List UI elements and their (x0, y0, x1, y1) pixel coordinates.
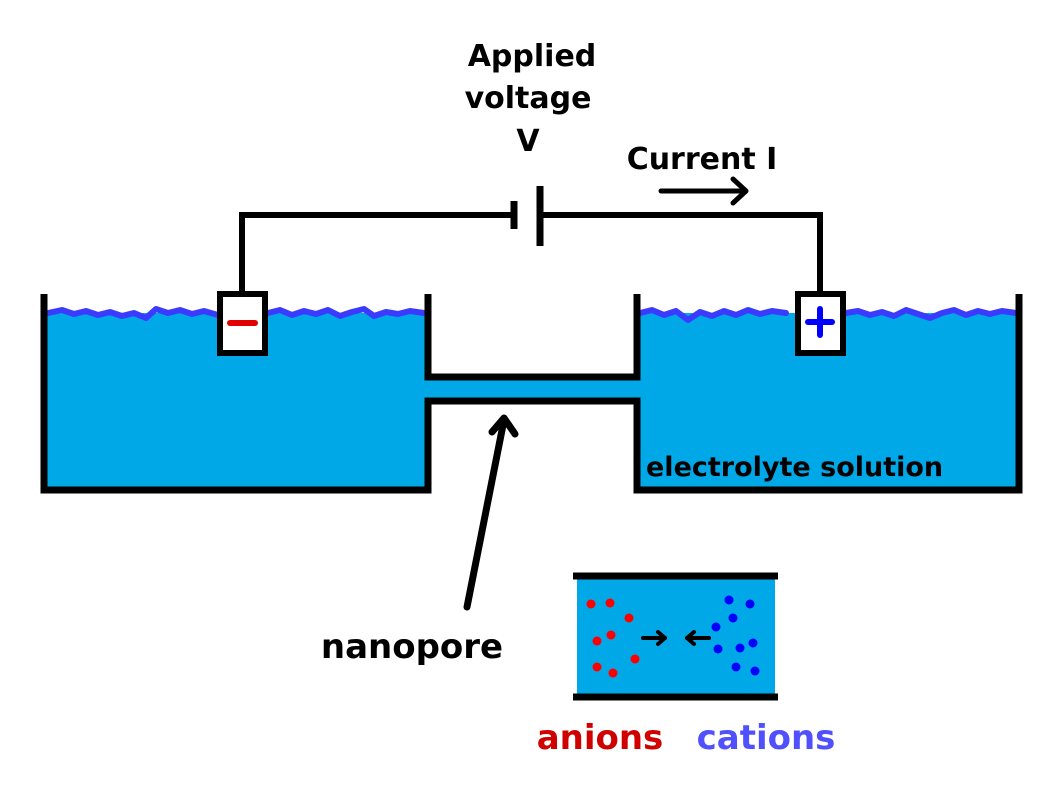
anion-dot (605, 598, 615, 608)
nanopore-channel-water (428, 377, 637, 401)
anion-flow-arrow-icon (641, 630, 667, 646)
voltage-label-line2: voltage (465, 81, 592, 116)
water-surface-waves (45, 306, 1019, 323)
cation-dot (750, 666, 760, 676)
current-label: Current I (627, 142, 778, 177)
electrolyte-label: electrolyte solution (646, 452, 943, 483)
right-wave (637, 307, 1019, 323)
cation-dot (728, 613, 738, 623)
cation-dot (735, 643, 745, 653)
nanopore-label: nanopore (321, 627, 503, 667)
left-reservoir-water (45, 313, 428, 490)
anion-dot (592, 662, 602, 672)
nanopore-channel-top (424, 294, 641, 381)
cation-dots (711, 595, 760, 676)
cation-dot (731, 662, 741, 672)
circuit (239, 186, 823, 294)
nanopore-pointer-arrow-icon (463, 414, 519, 611)
anion-dots (586, 598, 640, 678)
anion-dot (608, 668, 618, 678)
left-reservoir-wall (40, 294, 1023, 494)
electrolyte-water (45, 313, 1019, 490)
nanopore-inset (573, 572, 778, 701)
right-wire (540, 212, 823, 294)
positive-electrode (795, 291, 846, 356)
cation-flow-arrow-icon (685, 630, 711, 646)
cation-dot (745, 599, 755, 609)
anion-dot (592, 636, 602, 646)
current-arrow-icon (658, 176, 749, 206)
anions-label: anions (537, 718, 664, 758)
cation-dot (748, 638, 758, 648)
voltage-label-line1: Applied (468, 39, 597, 74)
right-reservoir-water (637, 313, 1019, 490)
cations-label: cations (697, 718, 836, 758)
vessel-walls (40, 294, 1023, 494)
anion-dot (630, 654, 640, 664)
anion-dot (606, 630, 616, 640)
negative-electrode (217, 291, 268, 356)
left-wave (45, 306, 427, 321)
voltage-symbol: V (516, 124, 540, 159)
cation-dot (724, 595, 734, 605)
left-wire (239, 212, 514, 294)
cation-dot (713, 644, 723, 654)
anion-dot (624, 613, 634, 623)
anion-dot (586, 599, 596, 609)
inset-water (577, 578, 775, 696)
cation-dot (711, 622, 721, 632)
